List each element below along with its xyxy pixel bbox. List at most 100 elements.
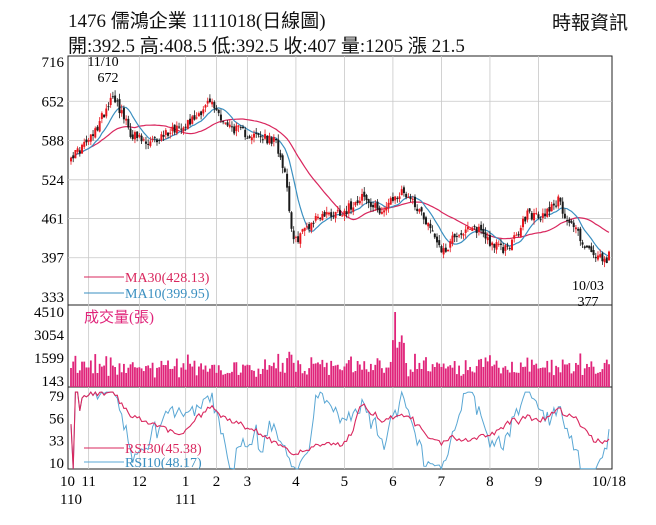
candle bbox=[142, 137, 145, 142]
volume-bar bbox=[383, 372, 385, 387]
candle-body bbox=[144, 141, 147, 144]
candle bbox=[488, 230, 491, 248]
candle-body bbox=[114, 95, 117, 103]
candle bbox=[581, 239, 584, 249]
volume-bar bbox=[405, 363, 408, 387]
candle bbox=[601, 251, 604, 265]
volume-bar bbox=[295, 371, 297, 387]
candle bbox=[155, 138, 158, 146]
candle-body bbox=[552, 203, 555, 206]
candle bbox=[162, 130, 165, 141]
volume-bar bbox=[184, 369, 187, 387]
y-tick-label: 333 bbox=[42, 290, 65, 306]
candle-body bbox=[577, 228, 580, 231]
candle-body bbox=[469, 228, 472, 230]
candle bbox=[491, 241, 494, 251]
candle bbox=[325, 206, 328, 219]
candle-body bbox=[308, 224, 311, 229]
candle bbox=[239, 125, 242, 131]
candle-body bbox=[526, 210, 529, 220]
candle-body bbox=[253, 133, 256, 138]
volume-bar bbox=[281, 362, 284, 387]
volume-bar bbox=[200, 363, 202, 387]
candle bbox=[402, 185, 405, 197]
volume-bar bbox=[489, 355, 491, 387]
volume-bar bbox=[469, 366, 471, 387]
volume-bar bbox=[111, 365, 114, 387]
candle bbox=[268, 132, 271, 145]
candle-body bbox=[361, 193, 364, 201]
volume-bar bbox=[396, 347, 399, 387]
candle-body bbox=[182, 127, 185, 132]
candle-body bbox=[510, 239, 513, 251]
x-tick-label: 3 bbox=[244, 474, 252, 490]
candle-body bbox=[464, 229, 467, 233]
candle-body bbox=[444, 247, 447, 252]
volume-bar bbox=[206, 371, 209, 387]
candle bbox=[301, 228, 304, 234]
x-tick-label: 5 bbox=[341, 474, 349, 490]
volume-bar bbox=[261, 368, 264, 387]
candle-body bbox=[499, 243, 502, 246]
candle bbox=[508, 246, 511, 251]
candle bbox=[577, 227, 580, 236]
candle-body bbox=[563, 213, 566, 219]
candle bbox=[189, 113, 192, 127]
volume-bar bbox=[123, 363, 125, 387]
volume-bar bbox=[114, 367, 116, 387]
candle-body bbox=[197, 113, 200, 117]
candle-body bbox=[266, 135, 269, 144]
candle-body bbox=[387, 202, 390, 208]
candle bbox=[420, 206, 423, 216]
candle-body bbox=[603, 258, 606, 263]
candle bbox=[103, 114, 106, 118]
candle-body bbox=[605, 257, 608, 264]
volume-bar bbox=[92, 373, 94, 387]
candle-body bbox=[281, 155, 284, 168]
candle bbox=[116, 98, 119, 107]
volume-bar bbox=[555, 365, 557, 387]
candlestick-series bbox=[70, 90, 610, 268]
candle bbox=[173, 124, 176, 135]
candle bbox=[458, 233, 461, 238]
ma30-line bbox=[70, 118, 610, 240]
volume-bar bbox=[597, 372, 599, 387]
annotation-low-date: 10/03 bbox=[572, 279, 604, 294]
volume-bar bbox=[259, 374, 262, 387]
candle bbox=[233, 123, 236, 136]
candle bbox=[144, 136, 147, 150]
volume-bar bbox=[564, 364, 566, 387]
candle-body bbox=[122, 107, 125, 120]
volume-bar bbox=[217, 365, 220, 387]
candle-body bbox=[599, 254, 602, 258]
volume-bar bbox=[455, 374, 458, 387]
candle bbox=[599, 249, 602, 259]
candle bbox=[563, 208, 566, 220]
volume-bar bbox=[118, 363, 121, 387]
volume-bar bbox=[127, 367, 130, 387]
candle-body bbox=[78, 150, 81, 154]
candle bbox=[235, 122, 238, 137]
volume-bar bbox=[317, 362, 319, 387]
volume-bar bbox=[237, 374, 240, 387]
candle bbox=[380, 207, 383, 215]
volume-bar bbox=[515, 372, 518, 387]
candle-body bbox=[447, 249, 450, 252]
candle bbox=[279, 149, 282, 161]
volume-bar bbox=[323, 367, 326, 387]
candle-body bbox=[74, 150, 77, 159]
candle bbox=[568, 217, 571, 227]
candle-body bbox=[409, 197, 412, 200]
volume-bar bbox=[264, 359, 266, 387]
candle-body bbox=[100, 113, 103, 119]
close-label: 收: bbox=[283, 36, 308, 57]
candle bbox=[592, 245, 595, 259]
candle bbox=[294, 235, 297, 243]
candle bbox=[308, 222, 311, 233]
volume-bar bbox=[464, 360, 467, 387]
candle bbox=[510, 239, 513, 251]
candle bbox=[215, 105, 218, 111]
volume-bar bbox=[345, 363, 348, 387]
candle-body bbox=[94, 128, 97, 138]
candle bbox=[442, 243, 445, 259]
